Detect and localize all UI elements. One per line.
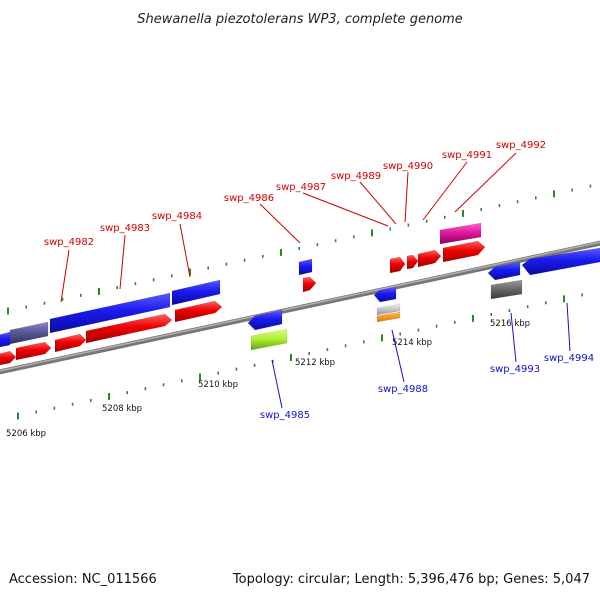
- other-features: [250, 279, 523, 351]
- gene-labels-forward: swp_4982 swp_4983 swp_4984 swp_4986 swp_…: [44, 140, 546, 248]
- gene-arrow[interactable]: [521, 247, 600, 276]
- gene-arrow[interactable]: [15, 341, 52, 361]
- gene-arrow[interactable]: [85, 313, 173, 344]
- gene-label-swp_4993[interactable]: swp_4993: [490, 364, 540, 375]
- gene-label-swp_4982[interactable]: swp_4982: [44, 237, 94, 248]
- gene-label-swp_4992[interactable]: swp_4992: [496, 140, 546, 151]
- accession-text: Accession: NC_011566: [9, 572, 157, 587]
- gene-label-swp_4991[interactable]: swp_4991: [442, 150, 492, 161]
- scale-label-5210: 5210 kbp: [198, 380, 238, 390]
- scale-label-5208: 5208 kbp: [102, 404, 142, 414]
- gene-arrow[interactable]: [247, 309, 283, 331]
- gene-label-swp_4986[interactable]: swp_4986: [224, 193, 274, 204]
- gene-arrow[interactable]: [298, 258, 313, 276]
- gene-label-swp_4988[interactable]: swp_4988: [378, 384, 428, 395]
- leader-lines: [60, 152, 571, 409]
- map-title: Shewanella piezotolerans WP3, complete g…: [137, 12, 463, 27]
- gene-arrow[interactable]: [302, 276, 317, 293]
- gene-label-swp_4994[interactable]: swp_4994: [544, 353, 594, 364]
- scale-label-5216: 5216 kbp: [490, 319, 530, 329]
- gene-arrow[interactable]: [442, 240, 486, 263]
- genome-backbone-highlight: [0, 241, 600, 372]
- gene-arrow[interactable]: [373, 286, 397, 303]
- gene-arrow[interactable]: [487, 261, 521, 281]
- scale-ticks: [7, 184, 592, 420]
- gene-arrow[interactable]: [439, 222, 482, 245]
- gene-arrow[interactable]: [171, 279, 221, 306]
- gene-arrow[interactable]: [417, 249, 442, 268]
- gene-arrow[interactable]: [174, 300, 223, 323]
- reverse-strand-genes: [0, 247, 600, 348]
- genome-stats-text: Topology: circular; Length: 5,396,476 bp…: [232, 572, 590, 587]
- scale-label-5214: 5214 kbp: [392, 338, 432, 348]
- scale-label-5206: 5206 kbp: [6, 429, 46, 439]
- genome-backbone: [0, 240, 600, 375]
- gene-arrow[interactable]: [389, 256, 406, 274]
- gene-label-swp_4987[interactable]: swp_4987: [276, 182, 326, 193]
- gene-label-swp_4985[interactable]: swp_4985: [260, 410, 310, 421]
- gene-arrow[interactable]: [376, 303, 401, 316]
- gene-arrow[interactable]: [49, 292, 171, 334]
- gene-label-swp_4989[interactable]: swp_4989: [331, 171, 381, 182]
- gene-arrow[interactable]: [376, 311, 401, 323]
- gene-arrow[interactable]: [9, 321, 49, 345]
- forward-strand-genes-lower: [0, 300, 223, 366]
- scale-label-5212: 5212 kbp: [295, 358, 335, 368]
- gene-arrow[interactable]: [490, 279, 523, 300]
- gene-arrow[interactable]: [406, 254, 419, 270]
- forward-strand-genes-upper: [302, 222, 486, 293]
- gene-arrow[interactable]: [250, 328, 288, 351]
- scale-labels: 5206 kbp 5208 kbp 5210 kbp 5212 kbp 5214…: [6, 319, 530, 439]
- gene-arrow[interactable]: [54, 333, 87, 353]
- gene-label-swp_4990[interactable]: swp_4990: [383, 161, 433, 172]
- gene-label-swp_4983[interactable]: swp_4983: [100, 223, 150, 234]
- gene-labels-reverse: swp_4985 swp_4988 swp_4993 swp_4994: [260, 353, 594, 421]
- gene-label-swp_4984[interactable]: swp_4984: [152, 211, 202, 222]
- gene-arrow[interactable]: [0, 350, 17, 366]
- gene-arrow[interactable]: [0, 331, 11, 348]
